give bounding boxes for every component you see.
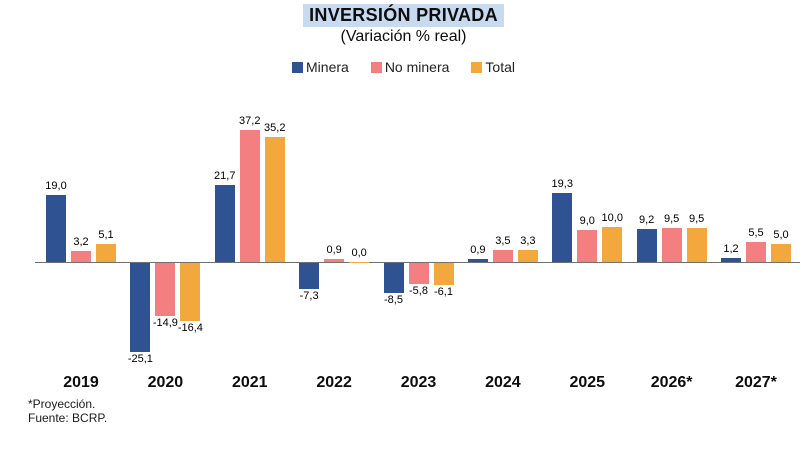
- bar-total-2022: [349, 261, 370, 262]
- value-label: 19,0: [45, 179, 67, 192]
- value-label: 3,5: [495, 234, 511, 247]
- value-label: 3,3: [520, 235, 536, 248]
- x-axis-label-2021: 2021: [231, 374, 268, 391]
- page-title: INVERSIÓN PRIVADA: [303, 4, 504, 27]
- bar-no-minera-2025: [577, 230, 598, 262]
- legend-item-no-minera: No minera: [370, 59, 450, 75]
- bar-total-2021: [264, 137, 285, 262]
- value-label: 5,0: [773, 229, 789, 242]
- minera-swatch-icon: [292, 61, 304, 73]
- value-label: -14,9: [152, 316, 178, 329]
- bar-minera-2020: [130, 263, 151, 353]
- bar-total-2026*: [686, 228, 707, 262]
- bar-total-2024: [517, 250, 538, 262]
- legend-item-total: Total: [471, 59, 515, 75]
- bar-group-2027*: 1,2 5,5 5,0: [721, 102, 791, 372]
- legend-label-minera: Minera: [306, 59, 349, 75]
- bar-minera-2023: [383, 263, 404, 294]
- bar-total-2027*: [771, 244, 791, 262]
- legend-item-minera: Minera: [292, 59, 349, 75]
- x-axis-label-2024: 2024: [485, 374, 521, 391]
- chart-plot: 19,0 3,2 5,1 -25,1 -14,9 -16,4 21,7 37,2 35,2 -7,…: [35, 102, 800, 372]
- value-label: 9,5: [688, 213, 705, 226]
- bar-no-minera-2019: [71, 250, 91, 262]
- total-swatch-icon: [471, 61, 483, 73]
- chart-subtitle: (Variación % real): [340, 28, 467, 45]
- projection-note: *Proyección.: [28, 397, 96, 411]
- bar-minera-2024: [467, 258, 488, 262]
- value-label: 0,9: [470, 243, 486, 256]
- x-axis-label-2022: 2022: [316, 374, 352, 391]
- bar-no-minera-2022: [324, 258, 345, 262]
- value-label: 10,0: [601, 211, 623, 224]
- bar-minera-2021: [214, 184, 235, 262]
- value-label: 19,3: [551, 178, 573, 191]
- legend: Minera No minera Total: [0, 59, 807, 75]
- bar-no-minera-2023: [408, 263, 429, 284]
- value-label: 35,2: [264, 122, 286, 135]
- value-label: -8,5: [384, 294, 403, 307]
- x-axis-label-2025: 2025: [569, 374, 606, 391]
- x-axis-label-2019: 2019: [63, 374, 99, 391]
- value-label: 1,2: [723, 242, 739, 255]
- bar-group-2024: 0,9 3,5 3,3: [467, 102, 538, 372]
- value-label: 5,5: [748, 227, 764, 240]
- bar-group-2022: -7,3 0,9 0,0: [299, 102, 370, 372]
- bar-total-2019: [96, 243, 116, 262]
- no-minera-swatch-icon: [370, 61, 382, 73]
- bar-group-2023: -8,5 -5,8 -6,1: [383, 102, 454, 372]
- bar-no-minera-2020: [155, 263, 176, 316]
- value-label: 0,0: [351, 246, 367, 259]
- value-label: 37,2: [239, 114, 261, 127]
- value-label: 3,2: [73, 235, 89, 248]
- bar-minera-2027*: [721, 257, 741, 262]
- value-label: 9,5: [663, 213, 680, 226]
- title-row: INVERSIÓN PRIVADA: [0, 0, 807, 27]
- bar-minera-2022: [299, 263, 320, 289]
- bar-no-minera-2024: [492, 249, 513, 262]
- x-axis-label-2020: 2020: [147, 374, 184, 391]
- x-axis-label-2026*: 2026*: [650, 374, 693, 391]
- x-axis-labels: 2019 2020 2021 2022 2023 2024 2025 2026* 2027*: [46, 374, 791, 392]
- bar-group-2020: -25,1 -14,9 -16,4: [127, 102, 203, 372]
- bar-minera-2025: [552, 193, 573, 262]
- value-label: 0,9: [326, 243, 342, 256]
- bar-total-2020: [180, 263, 201, 322]
- bar-group-2021: 21,7 37,2 35,2: [214, 102, 286, 372]
- bar-minera-2026*: [636, 229, 657, 262]
- value-label: -25,1: [127, 353, 153, 366]
- value-label: -16,4: [177, 322, 203, 335]
- bar-no-minera-2021: [239, 129, 260, 262]
- bar-group-2026*: 9,2 9,5 9,5: [636, 102, 707, 372]
- legend-label-no-minera: No minera: [384, 59, 450, 75]
- footnote: *Proyección. Fuente: BCRP.: [28, 397, 807, 425]
- bar-minera-2019: [46, 194, 66, 262]
- value-label: 9,0: [579, 215, 595, 228]
- value-label: 21,7: [214, 169, 236, 182]
- bar-no-minera-2026*: [661, 228, 682, 262]
- x-axis-label-2023: 2023: [400, 374, 437, 391]
- bar-group-2019: 19,0 3,2 5,1: [45, 102, 116, 372]
- zero-axis-line: [35, 262, 800, 263]
- bar-group-2025: 19,3 9,0 10,0: [551, 102, 623, 372]
- value-label: -5,8: [409, 284, 428, 297]
- value-label: 5,1: [98, 228, 114, 241]
- x-axis-label-2027*: 2027*: [735, 374, 777, 391]
- bar-no-minera-2027*: [746, 242, 766, 262]
- value-label: -7,3: [299, 289, 319, 302]
- source-note: Fuente: BCRP.: [28, 411, 108, 425]
- value-label: 9,2: [638, 214, 655, 227]
- bar-total-2025: [602, 226, 623, 262]
- value-label: -6,1: [434, 285, 453, 298]
- legend-label-total: Total: [485, 59, 515, 75]
- bar-total-2023: [433, 263, 454, 285]
